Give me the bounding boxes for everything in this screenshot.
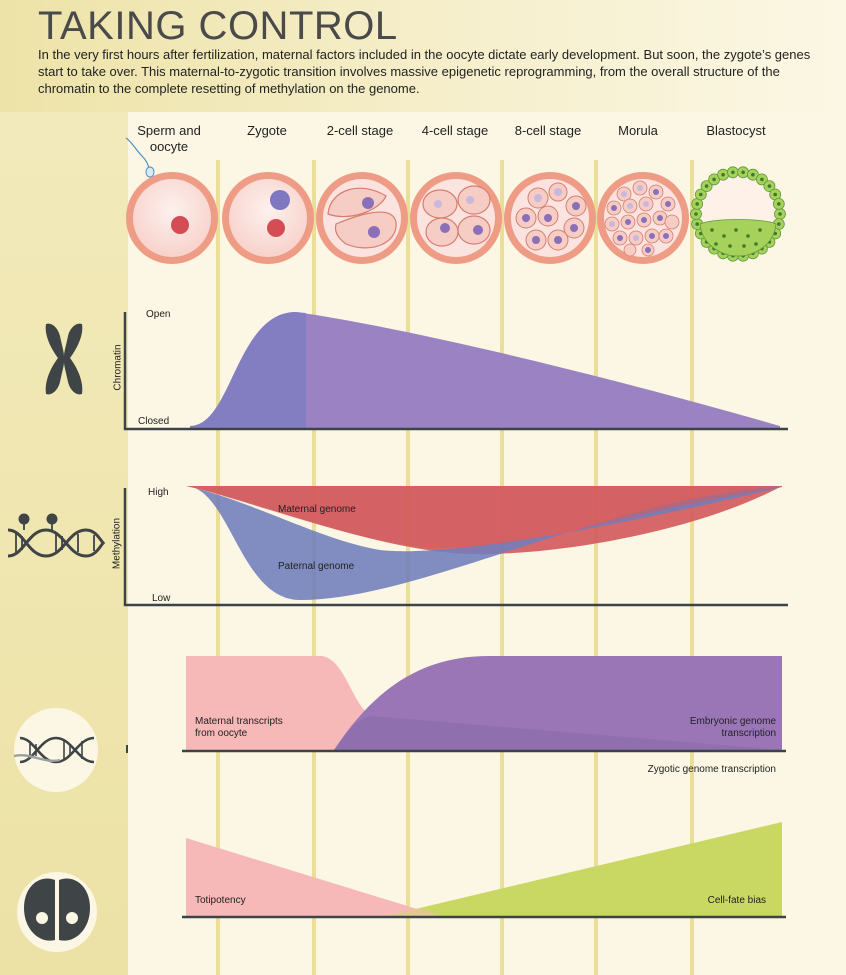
chromatin-open-label: Open bbox=[146, 309, 171, 320]
stage-label-8-cell: 8-cell stage bbox=[514, 123, 582, 138]
cell-fate-bias-area bbox=[386, 822, 782, 916]
trophectoderm-nucleus bbox=[777, 222, 781, 226]
maternal-transcripts-label: Maternal transcripts from oocyte bbox=[195, 716, 283, 739]
header-band bbox=[0, 0, 846, 112]
eight-cell-embryo bbox=[504, 172, 596, 264]
potency-panel bbox=[182, 822, 786, 919]
cell-pair-icon bbox=[17, 872, 97, 952]
chromatin-axis-label: Chromatin bbox=[112, 344, 124, 391]
blastocyst bbox=[690, 166, 786, 262]
trophectoderm-nucleus bbox=[767, 184, 772, 188]
cell-fate-bias-label: Cell-fate bias bbox=[707, 895, 766, 906]
trophectoderm-nucleus bbox=[694, 212, 698, 216]
trophectoderm-nucleus bbox=[699, 192, 703, 197]
methylation-panel bbox=[123, 486, 788, 607]
trophectoderm-nucleus bbox=[751, 172, 755, 177]
trophectoderm-nucleus bbox=[721, 172, 725, 177]
totipotency-area bbox=[186, 838, 440, 916]
transcription-panel bbox=[126, 656, 786, 753]
zygotic-transcription-caption: Zygotic genome transcription bbox=[647, 764, 776, 775]
zygote-cell bbox=[222, 172, 314, 264]
trophectoderm-nucleus bbox=[760, 177, 764, 182]
trophectoderm-nucleus bbox=[704, 184, 709, 188]
trophectoderm-nucleus bbox=[712, 177, 716, 182]
stage-label-blastocyst: Blastocyst bbox=[706, 123, 766, 138]
morula bbox=[597, 172, 689, 264]
trophectoderm-nucleus bbox=[773, 192, 777, 197]
four-cell-embryo bbox=[410, 172, 502, 264]
maternal-genome-label: Maternal genome bbox=[278, 504, 356, 515]
stage-label-sperm-and-oocyte: Sperm and oocyte bbox=[137, 123, 201, 154]
dna-transcription-icon bbox=[13, 708, 98, 792]
trophectoderm-nucleus bbox=[731, 170, 735, 175]
left-icon-band bbox=[0, 0, 128, 975]
chromatin-panel bbox=[123, 312, 788, 431]
two-cell-embryo bbox=[316, 172, 408, 264]
trophectoderm-nucleus bbox=[777, 202, 781, 206]
stage-label-2-cell: 2-cell stage bbox=[326, 123, 394, 138]
trophectoderm-nucleus bbox=[695, 202, 699, 206]
stage-label-zygote: Zygote bbox=[247, 123, 287, 138]
embryonic-transcription-label: Embryonic genome transcription bbox=[689, 716, 776, 739]
intro-paragraph: In the very first hours after fertilizat… bbox=[38, 47, 811, 96]
sperm-icon bbox=[125, 137, 155, 178]
methylation-axis-label: Methylation bbox=[111, 517, 123, 570]
paternal-genome-label: Paternal genome bbox=[278, 561, 355, 572]
stage-label-morula: Morula bbox=[618, 123, 658, 138]
chromosome-icon bbox=[45, 323, 83, 395]
trophectoderm-nucleus bbox=[778, 212, 782, 216]
chromatin-early-area bbox=[190, 312, 306, 428]
trophectoderm-nucleus bbox=[741, 170, 745, 175]
trophectoderm-nucleus bbox=[695, 222, 699, 226]
page-title: TAKING CONTROL bbox=[38, 4, 398, 48]
methylation-low-label: Low bbox=[152, 593, 171, 604]
stage-label-4-cell: 4-cell stage bbox=[421, 123, 489, 138]
oocyte-cell bbox=[126, 172, 218, 264]
methylated-dna-icon bbox=[7, 513, 106, 558]
totipotency-label: Totipotency bbox=[195, 895, 246, 906]
chromatin-closed-label: Closed bbox=[138, 416, 170, 427]
maternal-transcripts-area bbox=[186, 656, 782, 750]
chromatin-openness-area bbox=[190, 312, 780, 428]
methylation-high-label: High bbox=[148, 487, 169, 498]
